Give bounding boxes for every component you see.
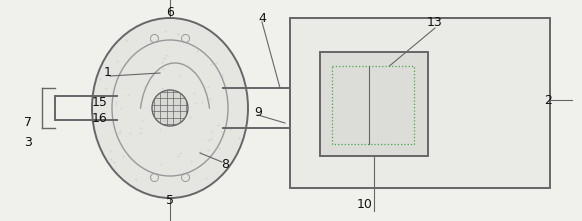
- Bar: [332, 66, 414, 144]
- Text: 5: 5: [166, 194, 174, 206]
- Bar: [320, 52, 428, 156]
- Text: 4: 4: [258, 11, 266, 25]
- Text: 10: 10: [357, 198, 373, 211]
- Ellipse shape: [92, 18, 248, 198]
- Text: 7: 7: [24, 116, 32, 128]
- Text: 13: 13: [427, 15, 443, 29]
- Text: 16: 16: [92, 112, 108, 124]
- Text: 3: 3: [24, 135, 32, 149]
- Text: 2: 2: [544, 93, 552, 107]
- Text: 15: 15: [92, 95, 108, 109]
- Text: 1: 1: [104, 65, 112, 78]
- Bar: [290, 18, 550, 188]
- Text: 9: 9: [254, 105, 262, 118]
- Circle shape: [152, 90, 188, 126]
- Text: 8: 8: [221, 158, 229, 171]
- Text: 6: 6: [166, 6, 174, 19]
